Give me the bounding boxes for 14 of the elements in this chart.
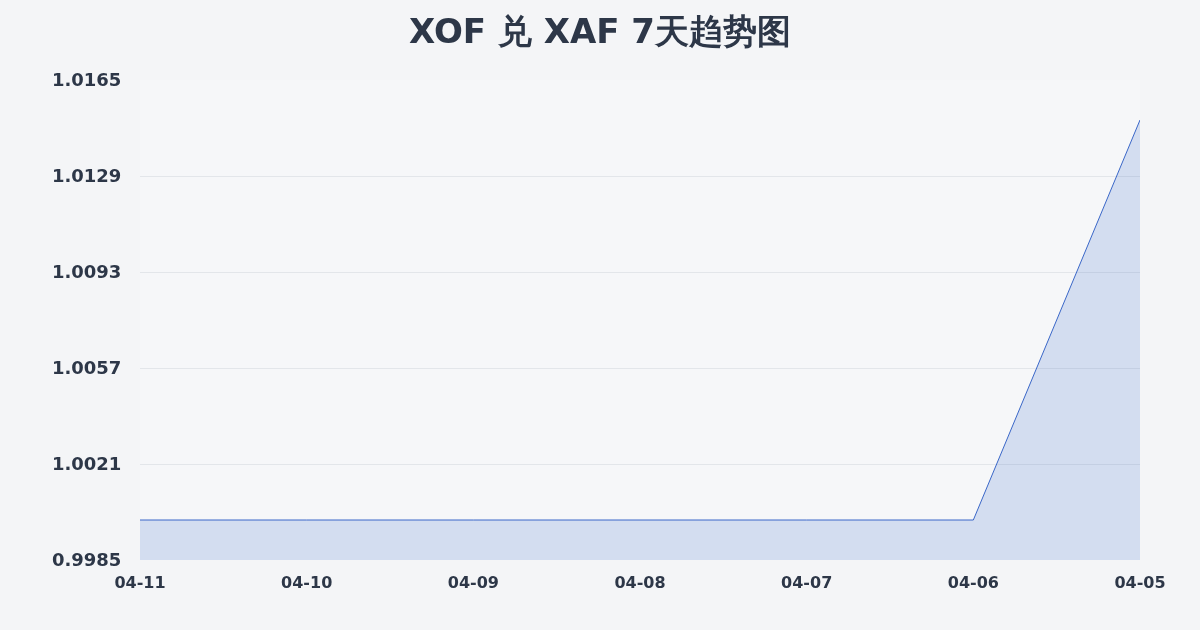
x-tick-label: 04-07 — [781, 573, 833, 593]
y-tick-label: 1.0129 — [51, 165, 122, 187]
y-tick-label: 1.0165 — [51, 69, 122, 91]
x-tick-label: 04-09 — [447, 573, 499, 593]
x-tick-label: 04-11 — [114, 573, 166, 593]
x-tick-label: 04-10 — [281, 573, 333, 593]
y-tick-label: 1.0093 — [51, 261, 122, 283]
x-tick-label: 04-08 — [614, 573, 666, 593]
y-tick-label: 0.9985 — [51, 549, 122, 571]
x-tick-label: 04-06 — [947, 573, 999, 593]
x-tick-label: 04-05 — [1114, 573, 1166, 593]
y-tick-label: 1.0057 — [51, 357, 122, 379]
y-tick-label: 1.0021 — [51, 453, 122, 475]
chart-title: XOF 兑 XAF 7天趋势图 — [408, 10, 792, 51]
